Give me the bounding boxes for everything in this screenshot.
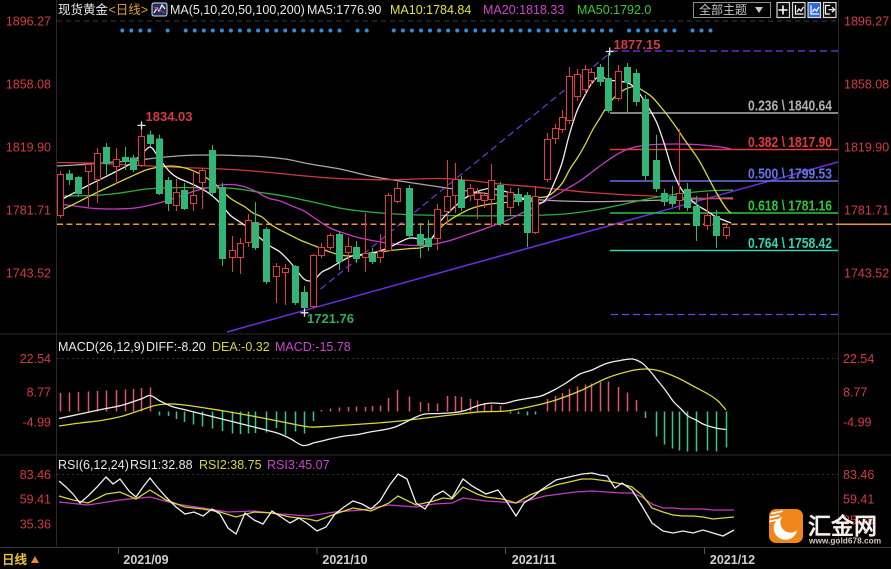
svg-text:DEA:-0.32: DEA:-0.32 (212, 340, 270, 354)
svg-text:0.764 \ 1758.42: 0.764 \ 1758.42 (748, 236, 832, 252)
svg-text:1834.03: 1834.03 (146, 109, 193, 124)
svg-text:83.46: 83.46 (20, 468, 51, 482)
svg-text:MA5:1776.90: MA5:1776.90 (307, 3, 381, 17)
svg-text:日线: 日线 (2, 552, 28, 567)
svg-text:1743.52: 1743.52 (844, 267, 889, 281)
svg-text:8.77: 8.77 (843, 386, 867, 400)
svg-text:1781.71: 1781.71 (6, 204, 51, 218)
svg-text:RSI1:32.88: RSI1:32.88 (130, 458, 193, 472)
svg-text:1877.15: 1877.15 (614, 37, 661, 52)
svg-text:全部主题: 全部主题 (699, 2, 747, 17)
svg-text:1721.76: 1721.76 (307, 311, 354, 326)
svg-text:DIFF:-8.20: DIFF:-8.20 (146, 340, 206, 354)
svg-text:8.77: 8.77 (27, 386, 51, 400)
svg-text:MACD(26,12,9): MACD(26,12,9) (58, 340, 145, 354)
svg-text:RSI(6,12,24): RSI(6,12,24) (58, 458, 129, 472)
svg-text:MA(5,10,20,50,100,200): MA(5,10,20,50,100,200) (170, 3, 305, 17)
svg-text:-4.99: -4.99 (23, 416, 52, 430)
svg-text:83.46: 83.46 (843, 468, 874, 482)
svg-text:35.36: 35.36 (843, 514, 874, 528)
svg-text:2021/10: 2021/10 (322, 553, 367, 567)
svg-text:22.54: 22.54 (843, 352, 874, 366)
svg-text:汇金网: 汇金网 (808, 513, 877, 539)
svg-text:1819.90: 1819.90 (6, 141, 51, 155)
svg-text:0.236 \ 1840.64: 0.236 \ 1840.64 (748, 99, 832, 115)
svg-text:2021/12: 2021/12 (710, 553, 755, 567)
svg-text:1896.27: 1896.27 (844, 15, 889, 29)
svg-text:22.54: 22.54 (20, 352, 51, 366)
svg-text:2021/11: 2021/11 (512, 553, 557, 567)
svg-text:0.618 \ 1781.16: 0.618 \ 1781.16 (748, 199, 832, 215)
svg-text:现货黄金: 现货黄金 (58, 2, 109, 17)
svg-text:0.382 \ 1817.90: 0.382 \ 1817.90 (748, 135, 832, 151)
svg-text:RSI2:38.75: RSI2:38.75 (199, 458, 262, 472)
svg-text:59.41: 59.41 (20, 493, 51, 507)
svg-text:1896.27: 1896.27 (6, 15, 51, 29)
svg-text:1858.08: 1858.08 (6, 78, 51, 92)
svg-text:1819.90: 1819.90 (844, 141, 889, 155)
svg-text:35.36: 35.36 (20, 518, 51, 532)
svg-text:RSI3:45.07: RSI3:45.07 (267, 458, 330, 472)
svg-text:1781.71: 1781.71 (844, 204, 889, 218)
svg-text:1743.52: 1743.52 (6, 267, 51, 281)
svg-text:www.gold678.com: www.gold678.com (808, 536, 881, 546)
svg-text:<日线>: <日线> (109, 3, 149, 17)
svg-text:MA20:1818.33: MA20:1818.33 (483, 3, 564, 17)
svg-text:MA50:1792.0: MA50:1792.0 (577, 3, 651, 17)
svg-text:2021/09: 2021/09 (123, 553, 168, 567)
svg-text:MACD:-15.78: MACD:-15.78 (275, 340, 351, 354)
svg-text:-4.99: -4.99 (843, 416, 872, 430)
svg-text:59.41: 59.41 (843, 493, 874, 507)
svg-text:1858.08: 1858.08 (844, 78, 889, 92)
svg-text:0.500 \ 1799.53: 0.500 \ 1799.53 (748, 167, 832, 183)
svg-text:MA10:1784.84: MA10:1784.84 (390, 3, 471, 17)
